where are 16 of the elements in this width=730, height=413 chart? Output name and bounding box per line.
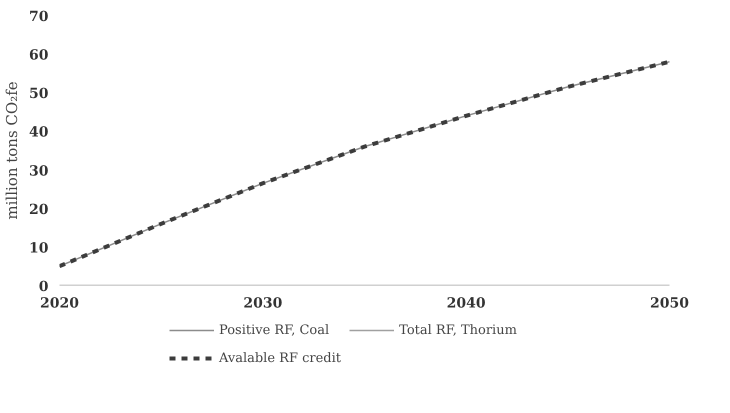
- legend-label: Avalable RF credit: [219, 350, 342, 366]
- x-tick-label: 2050: [650, 296, 690, 312]
- y-tick-label: 10: [29, 240, 49, 256]
- y-tick-label: 40: [29, 124, 49, 141]
- y-tick-label: 70: [29, 9, 49, 25]
- legend-label: Total RF, Thorium: [399, 322, 517, 338]
- legend-label: Positive RF, Coal: [219, 322, 330, 338]
- y-tick-label: 20: [29, 202, 49, 218]
- y-axis-title: million tons CO₂fe: [3, 81, 22, 220]
- y-tick-label: 60: [29, 48, 49, 64]
- x-tick-label: 2030: [243, 296, 283, 312]
- y-tick-label: 30: [29, 163, 49, 180]
- x-tick-label: 2020: [40, 296, 80, 312]
- y-tick-label: 50: [29, 86, 49, 102]
- y-tick-label: 0: [38, 279, 49, 295]
- x-tick-label: 2040: [446, 296, 486, 312]
